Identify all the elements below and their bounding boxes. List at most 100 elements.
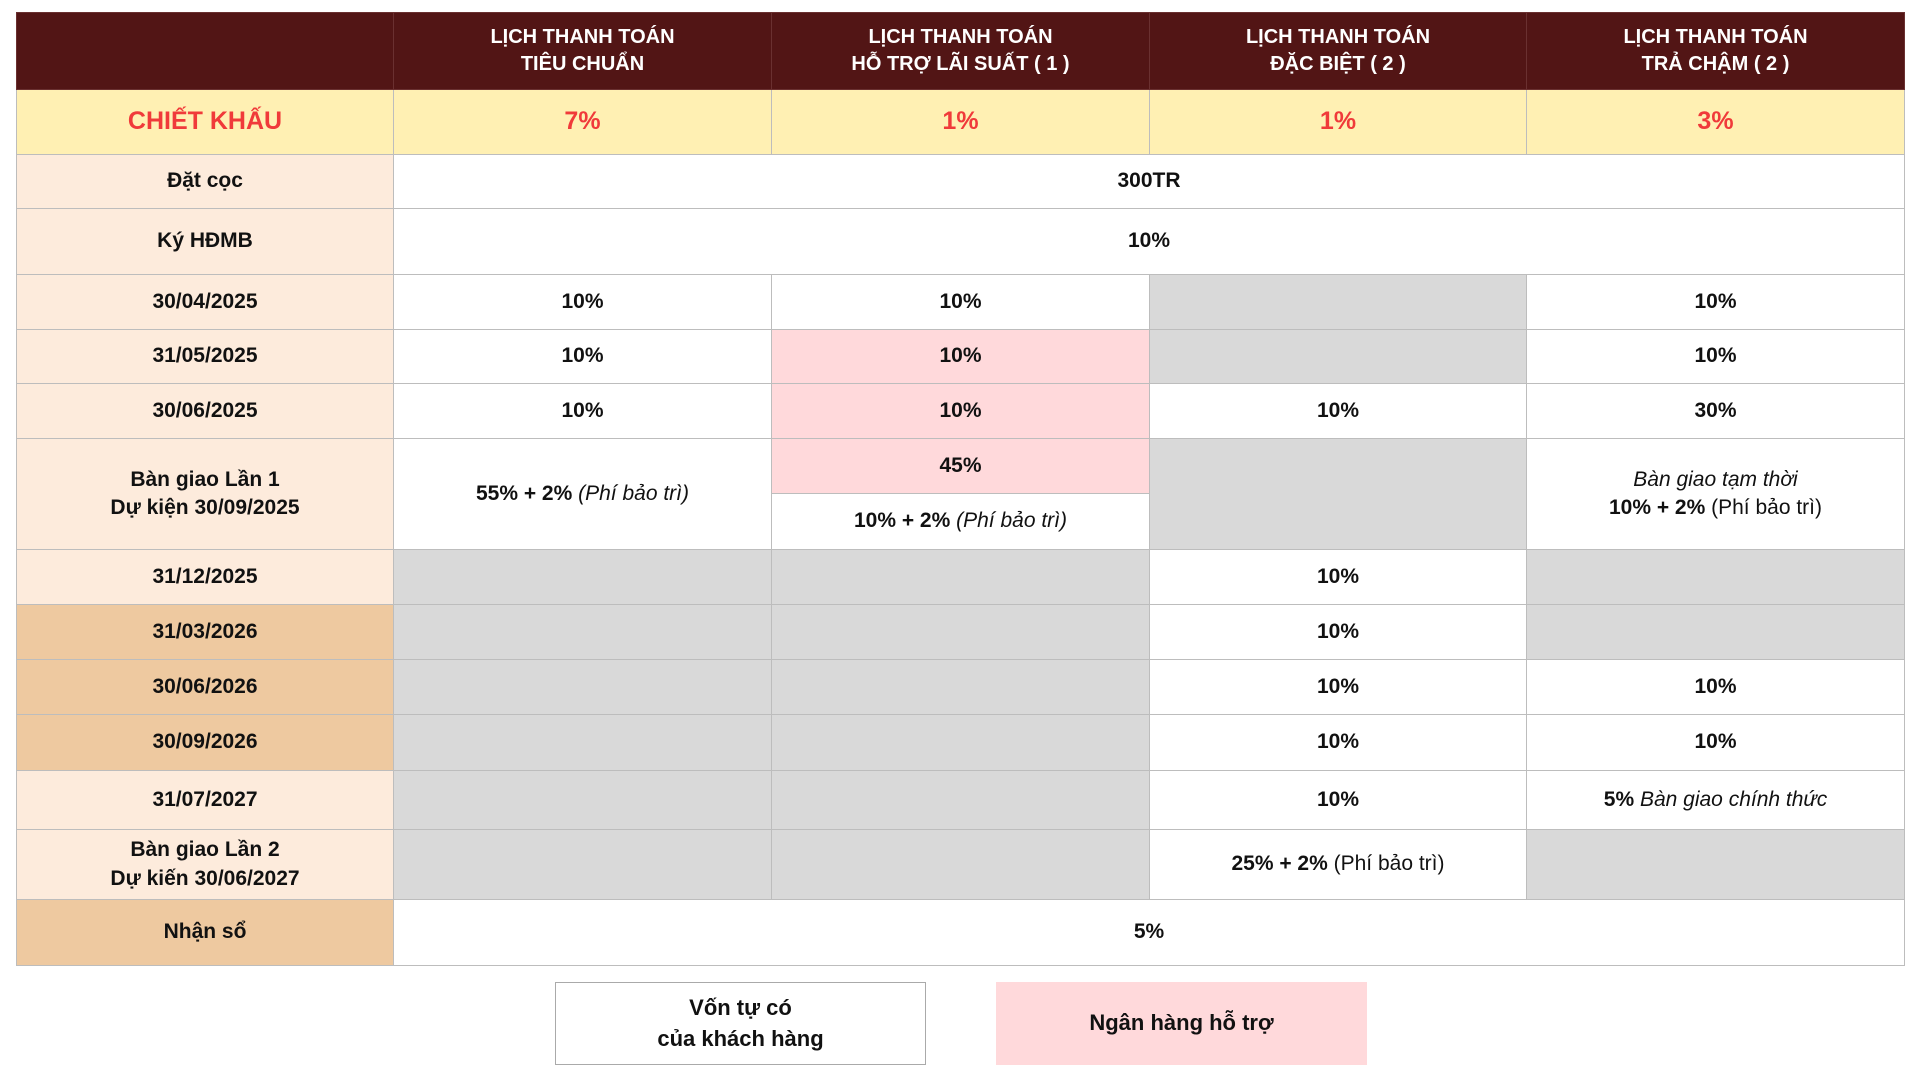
cell-text: 30% (1694, 398, 1737, 422)
cell-line: 10% (1533, 728, 1898, 756)
schedule-cell: Bàn giao tạm thời 10% + 2% (Phí bảo trì) (1526, 438, 1905, 550)
schedule-cell: 5% (393, 899, 1905, 966)
cell-text: 10% (561, 289, 604, 313)
schedule-cell: 5% Bàn giao chính thức (1526, 770, 1905, 830)
discount-value: 1% (1149, 89, 1527, 155)
cell-line: 5% Bàn giao chính thức (1533, 786, 1898, 814)
schedule-cell: 10% (1526, 659, 1905, 715)
schedule-cell (771, 714, 1150, 771)
table-row: 30/06/2026 10% 10% (16, 659, 1905, 715)
cell-text: 10% + 2% (1608, 496, 1712, 519)
schedule-cell: 10% (393, 208, 1905, 275)
schedule-cell (771, 829, 1150, 900)
cell-text: 10% (1316, 674, 1360, 698)
schedule-cell: 10% (393, 329, 772, 384)
schedule-cell: 10% + 2% (Phí bảo trì) (771, 493, 1150, 550)
schedule-cell (393, 770, 772, 830)
header-cell: LỊCH THANH TOÁN HỖ TRỢ LÃI SUẤT ( 1 ) (771, 12, 1150, 90)
schedule-cell: 10% (1149, 383, 1527, 439)
cell-text: 55% + 2% (475, 481, 579, 505)
cell-text: 45% (939, 453, 982, 477)
cell-text: 10% (939, 289, 982, 313)
table-row: 31/03/2026 10% (16, 604, 1905, 660)
cell-text: 10% (1316, 619, 1360, 643)
table-row: Nhận sổ 5% (16, 899, 1905, 966)
table-row: 30/04/2025 10% 10% 10% (16, 274, 1905, 330)
cell-text: 10% (1694, 674, 1737, 698)
schedule-cell (1149, 274, 1527, 330)
schedule-cell: 300TR (393, 154, 1905, 209)
schedule-cell: 10% (1149, 714, 1527, 771)
cell-text: 10% (939, 398, 982, 422)
cell-text: 10% (1316, 564, 1360, 588)
schedule-cell: 10% (1526, 274, 1905, 330)
row-label: 31/07/2027 (16, 770, 394, 830)
cell-text: 10% (1694, 730, 1737, 754)
schedule-cell (1149, 438, 1527, 550)
schedule-cell: 10% (1149, 604, 1527, 660)
schedule-cell: 25% + 2% (Phí bảo trì) (1149, 829, 1527, 900)
cell-text: 10% (1694, 344, 1737, 368)
cell-line: 10% (778, 342, 1143, 370)
schedule-cell: 10% (393, 383, 772, 439)
cell-line: 10% (1156, 397, 1520, 425)
schedule-cell: 10% (771, 329, 1150, 384)
cell-text: 10% (1694, 289, 1737, 313)
schedule-cell (393, 549, 772, 605)
schedule-cell: 10% (1526, 714, 1905, 771)
cell-line: 25% + 2% (Phí bảo trì) (1156, 850, 1520, 878)
row-label: 30/06/2026 (16, 659, 394, 715)
row-label: Ký HĐMB (16, 208, 394, 275)
cell-text: (Phí bảo trì) (956, 509, 1068, 533)
schedule-cell (771, 659, 1150, 715)
cell-line: 10% (1533, 342, 1898, 370)
schedule-cell: 10% (1526, 329, 1905, 384)
cell-text: 10% (561, 344, 604, 368)
schedule-cell: 10% (771, 274, 1150, 330)
schedule-cell: 10% (1149, 770, 1527, 830)
header-cell (16, 12, 394, 90)
cell-line: 10% (1156, 673, 1520, 701)
table-row: 10% + 2% (Phí bảo trì) (17, 493, 1905, 550)
schedule-cell (1526, 604, 1905, 660)
table-row: Đặt cọc 300TR (16, 154, 1905, 209)
cell-text: 25% + 2% (1231, 852, 1334, 876)
discount-label: CHIẾT KHẤU (16, 89, 394, 155)
row-label: 31/05/2025 (16, 329, 394, 384)
table-row: Bàn giao Lần 2 Dự kiến 30/06/2027 25% + 2… (16, 829, 1905, 900)
schedule-cell (1526, 549, 1905, 605)
row-label: 31/03/2026 (16, 604, 394, 660)
cell-text: Bàn giao chính thức (1639, 787, 1828, 811)
cell-text: 10% (1127, 229, 1171, 253)
cell-text: 10% + 2% (853, 509, 957, 533)
cell-text: (Phí bảo trì) (578, 481, 690, 505)
cell-line: 55% + 2% (Phí bảo trì) (400, 480, 765, 508)
schedule-cell (393, 604, 772, 660)
header-row: LỊCH THANH TOÁN TIÊU CHUẨN LỊCH THANH TOÁ… (16, 12, 1905, 90)
schedule-cell (1149, 329, 1527, 384)
cell-text: (Phí bảo trì) (1711, 496, 1823, 519)
row-label: Đặt cọc (16, 154, 394, 209)
table-row: 31/07/2027 10% 5% Bàn giao chính thức (16, 770, 1905, 830)
cell-line: 10% (1156, 563, 1520, 591)
cell-text: 300TR (1117, 169, 1181, 193)
table-row: Ký HĐMB 10% (16, 208, 1905, 275)
payment-schedule-table: LỊCH THANH TOÁN TIÊU CHUẨN LỊCH THANH TOÁ… (16, 12, 1905, 966)
cell-line: Bàn giao tạm thời (1533, 466, 1898, 494)
cell-line: 10% (1156, 618, 1520, 646)
cell-line: 10% + 2% (Phí bảo trì) (778, 507, 1143, 535)
row-label: Bàn giao Lần 2 Dự kiến 30/06/2027 (16, 829, 394, 900)
cell-text: 5% (1603, 787, 1640, 811)
schedule-cell: 10% (1149, 549, 1527, 605)
schedule-cell (393, 829, 772, 900)
table-row: Bàn giao Lần 1 Dự kiện 30/09/2025 55% + 2… (16, 438, 1905, 550)
cell-text: 5% (1133, 920, 1165, 944)
row-label: Bàn giao Lần 1 Dự kiện 30/09/2025 (16, 438, 394, 550)
schedule-cell: 10% (771, 383, 1150, 439)
cell-line: 10% (1533, 673, 1898, 701)
schedule-cell: 10% (393, 274, 772, 330)
cell-line: 10% (400, 342, 765, 370)
row-label: Nhận sổ (16, 899, 394, 966)
cell-text: Bàn giao tạm thời (1633, 467, 1798, 491)
schedule-cell (393, 714, 772, 771)
